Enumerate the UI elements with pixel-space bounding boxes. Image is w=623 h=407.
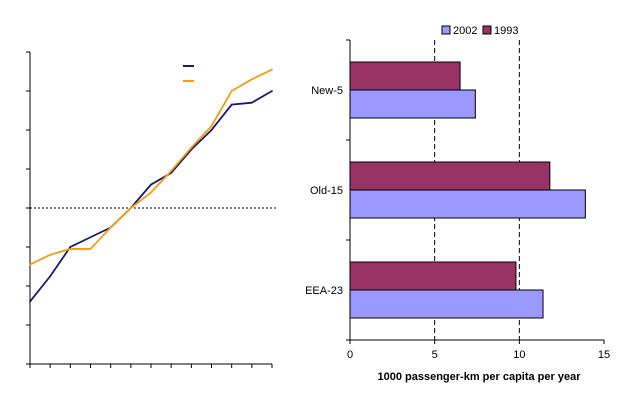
line-point bbox=[129, 207, 132, 209]
x-tick-label: 5 bbox=[432, 349, 438, 361]
legend-label-2002: 2002 bbox=[453, 25, 477, 37]
x-tick-label: 15 bbox=[598, 349, 610, 361]
bar-2002-New-5 bbox=[349, 89, 476, 119]
bar-2002-EEA-23 bbox=[349, 289, 544, 319]
line-point bbox=[49, 275, 52, 278]
category-label: EEA-23 bbox=[305, 285, 343, 297]
line-point bbox=[170, 170, 173, 172]
line-point bbox=[89, 236, 92, 239]
line-point bbox=[190, 146, 193, 149]
line-point bbox=[210, 129, 213, 131]
line-point bbox=[250, 101, 253, 104]
line-point bbox=[69, 248, 72, 250]
line-point bbox=[89, 248, 92, 250]
bar-1993-Old-15 bbox=[349, 161, 551, 191]
bar-1993-New-5 bbox=[349, 61, 461, 91]
line-point bbox=[69, 246, 72, 248]
line-point bbox=[271, 90, 273, 92]
line-point bbox=[109, 226, 112, 229]
right-bar-chart: 0 5 10 15 New-5 Old-15 EEA-23 2002 1993 1000 pass… bbox=[305, 25, 610, 383]
bar-2002-Old-15 bbox=[349, 189, 586, 219]
x-axis-title: 1000 passenger-km per capita per year bbox=[377, 371, 581, 383]
legend-swatch-1993 bbox=[482, 25, 492, 35]
line-series-2 bbox=[29, 68, 273, 266]
legend-label-1993: 1993 bbox=[494, 25, 518, 37]
line-point bbox=[150, 191, 152, 194]
category-label: Old-15 bbox=[310, 185, 343, 197]
x-tick-label: 0 bbox=[347, 349, 353, 361]
line-point bbox=[250, 78, 253, 81]
left-line-chart bbox=[26, 51, 276, 368]
legend-swatch-2002 bbox=[441, 25, 451, 35]
line-point bbox=[150, 183, 152, 186]
bar-1993-EEA-23 bbox=[349, 261, 517, 291]
line-series-1 bbox=[29, 90, 273, 303]
line-point bbox=[210, 125, 213, 127]
line-point bbox=[230, 90, 233, 92]
line-point bbox=[29, 300, 31, 303]
line-point bbox=[29, 263, 31, 266]
x-tick-label: 10 bbox=[513, 349, 525, 361]
line-point bbox=[49, 253, 52, 256]
line-point bbox=[230, 103, 233, 106]
line-point bbox=[271, 68, 273, 71]
category-label: New-5 bbox=[311, 85, 343, 97]
